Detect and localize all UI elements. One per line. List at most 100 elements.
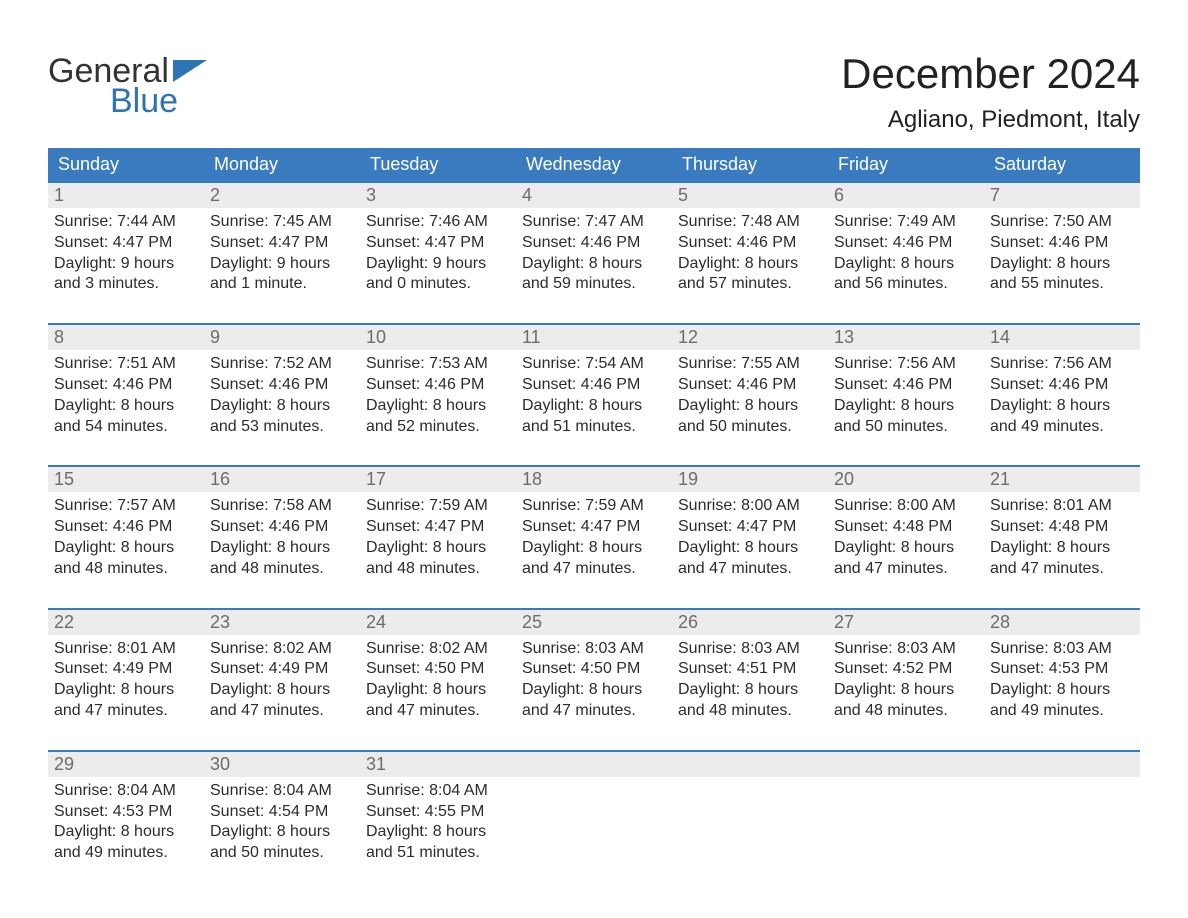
day-number: 31 [360, 752, 516, 777]
day-daylight1: Daylight: 8 hours [678, 538, 822, 559]
day-daylight2: and 0 minutes. [366, 274, 510, 295]
day-daylight2: and 50 minutes. [210, 843, 354, 864]
dow-cell: Wednesday [516, 148, 672, 181]
calendar-day-cell: 27Sunrise: 8:03 AMSunset: 4:52 PMDayligh… [828, 610, 984, 722]
day-daylight1: Daylight: 8 hours [522, 254, 666, 275]
calendar-day-cell [984, 752, 1140, 864]
day-body: Sunrise: 8:03 AMSunset: 4:52 PMDaylight:… [828, 635, 984, 722]
calendar-day-cell: 15Sunrise: 7:57 AMSunset: 4:46 PMDayligh… [48, 467, 204, 579]
day-sunset: Sunset: 4:47 PM [366, 233, 510, 254]
day-body: Sunrise: 7:49 AMSunset: 4:46 PMDaylight:… [828, 208, 984, 295]
day-sunset: Sunset: 4:50 PM [522, 659, 666, 680]
calendar-day-cell [672, 752, 828, 864]
calendar-day-cell: 7Sunrise: 7:50 AMSunset: 4:46 PMDaylight… [984, 183, 1140, 295]
calendar-day-cell: 10Sunrise: 7:53 AMSunset: 4:46 PMDayligh… [360, 325, 516, 437]
calendar-day-cell: 9Sunrise: 7:52 AMSunset: 4:46 PMDaylight… [204, 325, 360, 437]
calendar-body: 1 Sunrise: 7:44 AM Sunset: 4:47 PM Daylight… [48, 181, 1140, 864]
day-body: Sunrise: 7:57 AMSunset: 4:46 PMDaylight:… [48, 492, 204, 579]
calendar-day-cell: 4Sunrise: 7:47 AMSunset: 4:46 PMDaylight… [516, 183, 672, 295]
calendar-week: 8Sunrise: 7:51 AMSunset: 4:46 PMDaylight… [48, 325, 1140, 437]
day-number: 4 [516, 183, 672, 208]
day-daylight1: Daylight: 8 hours [990, 538, 1134, 559]
day-sunrise: Sunrise: 7:44 AM [54, 212, 198, 233]
month-title: December 2024 [841, 50, 1140, 98]
day-sunset: Sunset: 4:46 PM [990, 233, 1134, 254]
day-sunrise: Sunrise: 7:52 AM [210, 354, 354, 375]
day-daylight2: and 57 minutes. [678, 274, 822, 295]
calendar-day-cell: 21Sunrise: 8:01 AMSunset: 4:48 PMDayligh… [984, 467, 1140, 579]
day-number: 1 [48, 183, 204, 208]
day-daylight1: Daylight: 8 hours [54, 538, 198, 559]
calendar-day-cell: 20Sunrise: 8:00 AMSunset: 4:48 PMDayligh… [828, 467, 984, 579]
calendar-day-cell: 22Sunrise: 8:01 AMSunset: 4:49 PMDayligh… [48, 610, 204, 722]
day-daylight1: Daylight: 8 hours [990, 680, 1134, 701]
day-sunset: Sunset: 4:46 PM [366, 375, 510, 396]
day-sunset: Sunset: 4:51 PM [678, 659, 822, 680]
day-sunrise: Sunrise: 8:01 AM [990, 496, 1134, 517]
day-body: Sunrise: 7:58 AMSunset: 4:46 PMDaylight:… [204, 492, 360, 579]
calendar-week: 22Sunrise: 8:01 AMSunset: 4:49 PMDayligh… [48, 610, 1140, 722]
day-body: Sunrise: 7:56 AMSunset: 4:46 PMDaylight:… [984, 350, 1140, 437]
day-body [672, 777, 828, 781]
day-body: Sunrise: 7:45 AMSunset: 4:47 PMDaylight:… [204, 208, 360, 295]
day-number: 29 [48, 752, 204, 777]
day-daylight2: and 49 minutes. [990, 417, 1134, 438]
header: General Blue December 2024 Agliano, Pied… [48, 50, 1140, 134]
day-body [516, 777, 672, 781]
dow-cell: Sunday [48, 148, 204, 181]
day-number: 2 [204, 183, 360, 208]
day-number: 12 [672, 325, 828, 350]
brand-flag-icon [173, 54, 207, 88]
day-sunrise: Sunrise: 8:00 AM [834, 496, 978, 517]
day-sunrise: Sunrise: 8:02 AM [366, 639, 510, 660]
day-body: Sunrise: 8:01 AMSunset: 4:48 PMDaylight:… [984, 492, 1140, 579]
day-number [672, 752, 828, 777]
day-body: Sunrise: 8:03 AMSunset: 4:51 PMDaylight:… [672, 635, 828, 722]
day-daylight2: and 52 minutes. [366, 417, 510, 438]
day-of-week-header: SundayMondayTuesdayWednesdayThursdayFrid… [48, 148, 1140, 181]
calendar-week: 1 Sunrise: 7:44 AM Sunset: 4:47 PM Daylight… [48, 183, 1140, 295]
day-sunrise: Sunrise: 7:46 AM [366, 212, 510, 233]
day-number: 25 [516, 610, 672, 635]
calendar-day-cell: 25Sunrise: 8:03 AMSunset: 4:50 PMDayligh… [516, 610, 672, 722]
day-daylight2: and 50 minutes. [678, 417, 822, 438]
day-daylight2: and 59 minutes. [522, 274, 666, 295]
day-body: Sunrise: 8:02 AMSunset: 4:49 PMDaylight:… [204, 635, 360, 722]
day-body: Sunrise: 7:59 AMSunset: 4:47 PMDaylight:… [516, 492, 672, 579]
day-sunset: Sunset: 4:48 PM [990, 517, 1134, 538]
day-number: 15 [48, 467, 204, 492]
day-daylight2: and 53 minutes. [210, 417, 354, 438]
calendar-day-cell: 5Sunrise: 7:48 AMSunset: 4:46 PMDaylight… [672, 183, 828, 295]
dow-cell: Saturday [984, 148, 1140, 181]
day-sunset: Sunset: 4:50 PM [366, 659, 510, 680]
calendar: SundayMondayTuesdayWednesdayThursdayFrid… [48, 148, 1140, 864]
day-daylight2: and 47 minutes. [834, 559, 978, 580]
day-sunset: Sunset: 4:47 PM [366, 517, 510, 538]
day-daylight2: and 49 minutes. [54, 843, 198, 864]
day-sunrise: Sunrise: 7:56 AM [834, 354, 978, 375]
brand-logo: General Blue [48, 54, 207, 118]
calendar-day-cell: 29Sunrise: 8:04 AMSunset: 4:53 PMDayligh… [48, 752, 204, 864]
day-daylight1: Daylight: 8 hours [522, 538, 666, 559]
day-number: 6 [828, 183, 984, 208]
day-body: Sunrise: 8:04 AMSunset: 4:53 PMDaylight:… [48, 777, 204, 864]
dow-cell: Friday [828, 148, 984, 181]
day-sunset: Sunset: 4:46 PM [54, 517, 198, 538]
day-number [984, 752, 1140, 777]
calendar-day-cell: 14Sunrise: 7:56 AMSunset: 4:46 PMDayligh… [984, 325, 1140, 437]
day-daylight2: and 47 minutes. [678, 559, 822, 580]
day-sunset: Sunset: 4:49 PM [210, 659, 354, 680]
day-number: 7 [984, 183, 1140, 208]
day-body [828, 777, 984, 781]
day-body: Sunrise: 8:03 AMSunset: 4:50 PMDaylight:… [516, 635, 672, 722]
day-sunset: Sunset: 4:54 PM [210, 802, 354, 823]
day-body: Sunrise: 7:47 AMSunset: 4:46 PMDaylight:… [516, 208, 672, 295]
day-sunrise: Sunrise: 8:04 AM [210, 781, 354, 802]
day-sunrise: Sunrise: 7:50 AM [990, 212, 1134, 233]
day-sunset: Sunset: 4:46 PM [54, 375, 198, 396]
day-number: 26 [672, 610, 828, 635]
location-subtitle: Agliano, Piedmont, Italy [841, 106, 1140, 134]
day-sunrise: Sunrise: 8:00 AM [678, 496, 822, 517]
day-sunrise: Sunrise: 7:57 AM [54, 496, 198, 517]
day-body: Sunrise: 7:59 AMSunset: 4:47 PMDaylight:… [360, 492, 516, 579]
